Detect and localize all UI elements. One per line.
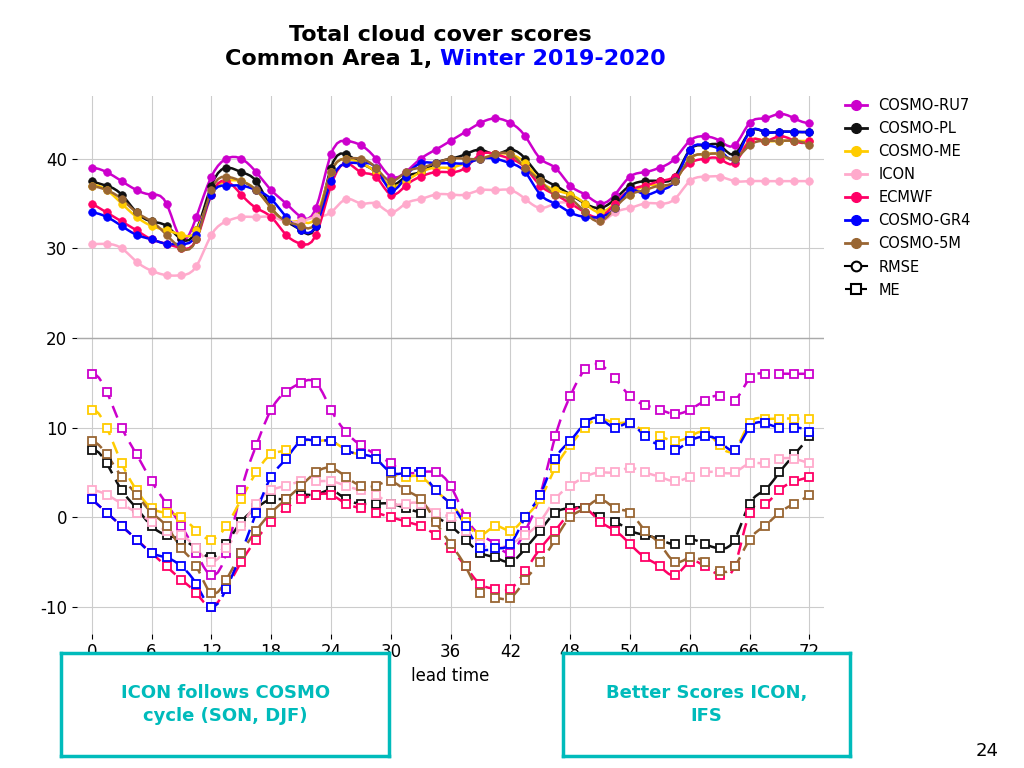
Text: Winter 2019-2020: Winter 2019-2020 [440,49,666,69]
Text: 24: 24 [976,743,998,760]
Legend: COSMO-RU7, COSMO-PL, COSMO-ME, ICON, ECMWF, COSMO-GR4, COSMO-5M, RMSE, ME: COSMO-RU7, COSMO-PL, COSMO-ME, ICON, ECM… [839,92,977,303]
Text: Total cloud cover scores: Total cloud cover scores [289,25,592,45]
Text: Common Area 1,: Common Area 1, [225,49,440,69]
X-axis label: lead time: lead time [412,667,489,685]
Text: ICON follows COSMO
cycle (SON, DJF): ICON follows COSMO cycle (SON, DJF) [121,684,330,726]
Text: Better Scores ICON,
IFS: Better Scores ICON, IFS [606,684,807,726]
